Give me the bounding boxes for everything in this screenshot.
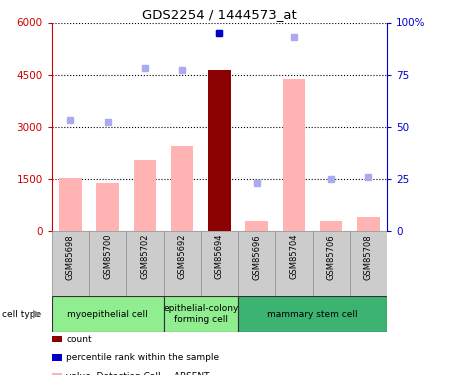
Bar [283,79,305,231]
Text: GSM85694: GSM85694 [215,234,224,279]
Bar [245,220,268,231]
Text: GSM85692: GSM85692 [178,234,187,279]
Text: percentile rank within the sample: percentile rank within the sample [66,353,219,362]
Bar [134,159,156,231]
Text: myoepithelial cell: myoepithelial cell [67,309,148,318]
Text: GSM85702: GSM85702 [140,234,149,279]
Bar [52,296,163,332]
Text: GSM85706: GSM85706 [327,234,336,279]
Bar [163,296,238,332]
Bar [59,178,81,231]
Text: count: count [66,334,92,344]
Text: GSM85700: GSM85700 [103,234,112,279]
Text: GSM85704: GSM85704 [289,234,298,279]
Text: GSM85696: GSM85696 [252,234,261,279]
Title: GDS2254 / 1444573_at: GDS2254 / 1444573_at [142,8,297,21]
Bar [357,217,379,231]
Text: GSM85698: GSM85698 [66,234,75,279]
Bar [171,146,194,231]
Bar [238,296,387,332]
Text: cell type: cell type [2,309,41,318]
Bar [96,183,119,231]
Text: ▶: ▶ [33,309,41,319]
Bar [320,220,342,231]
Text: epithelial-colony
forming cell: epithelial-colony forming cell [163,304,239,324]
Text: mammary stem cell: mammary stem cell [267,309,358,318]
Bar [208,70,230,231]
Text: value, Detection Call = ABSENT: value, Detection Call = ABSENT [66,372,210,375]
Text: GSM85708: GSM85708 [364,234,373,279]
